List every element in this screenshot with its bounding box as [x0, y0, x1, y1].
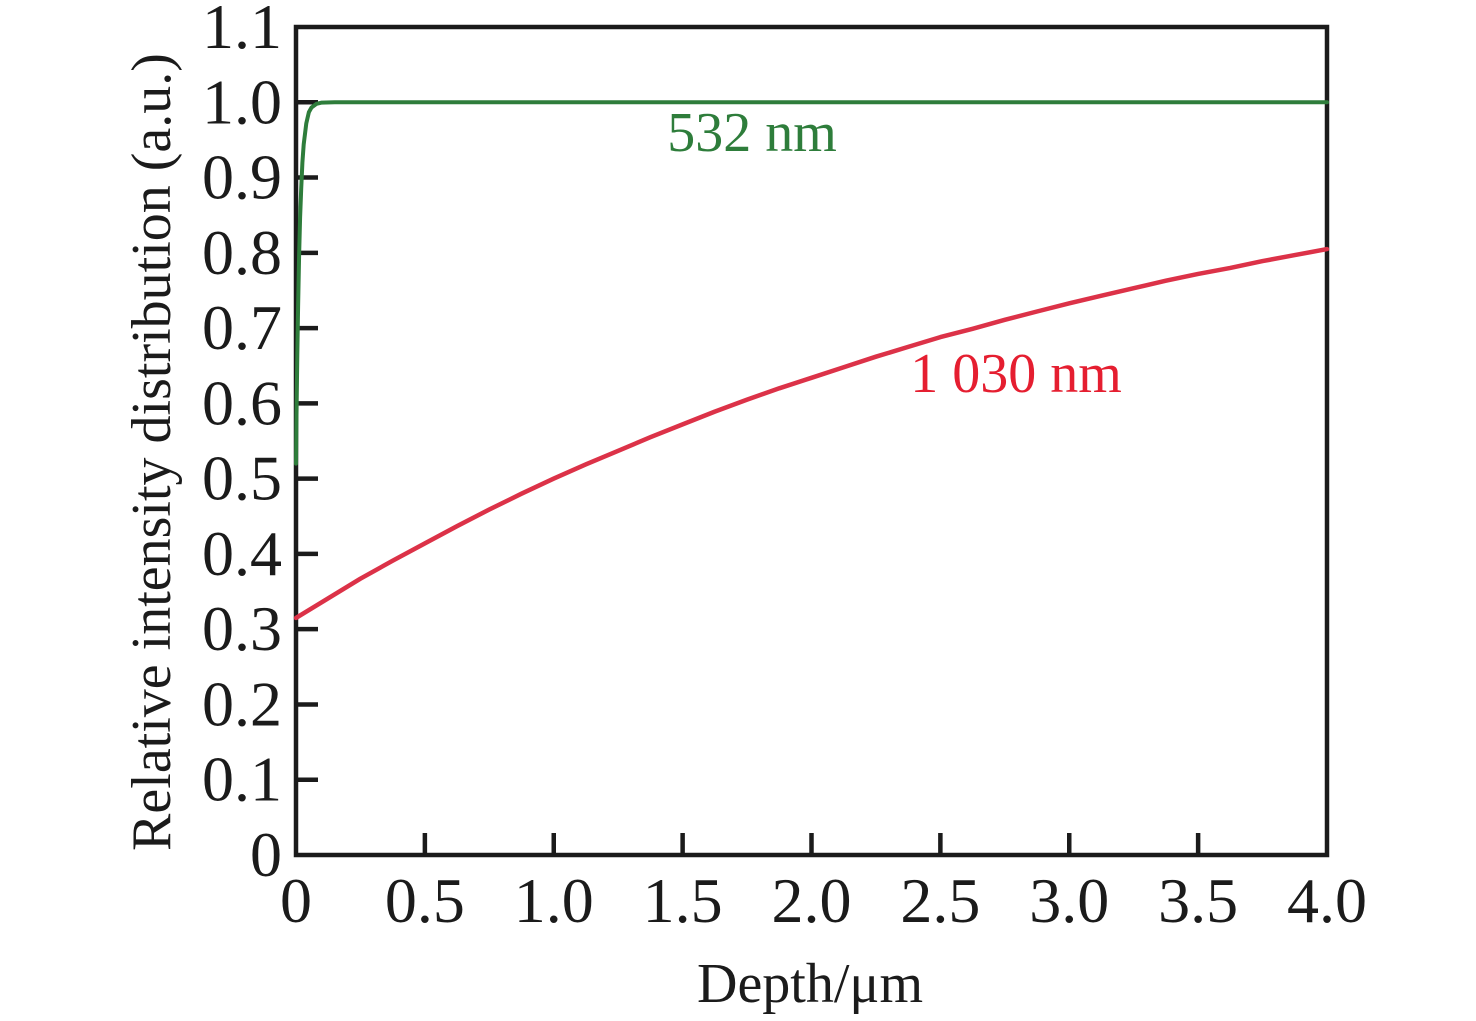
- series-532nm-line: [294, 100, 1329, 466]
- series-1030nm-label: 1 030 nm: [910, 343, 1122, 405]
- y-tick-label: 0.6: [202, 367, 282, 438]
- y-tick-label: 0.7: [202, 292, 282, 363]
- x-tick-label: 2.0: [772, 865, 852, 936]
- x-axis-title: Depth/μm: [697, 953, 923, 1015]
- x-tick-label: 0.5: [385, 865, 465, 936]
- x-tick-label: 4.0: [1287, 865, 1367, 936]
- x-tick-label: 3.0: [1029, 865, 1109, 936]
- y-tick-label: 0.1: [202, 744, 282, 815]
- y-tick-label: 1.1: [202, 0, 282, 62]
- x-tick-label: 0: [280, 865, 312, 936]
- x-tick-label: 2.5: [900, 865, 980, 936]
- x-tick-label: 1.5: [643, 865, 723, 936]
- x-tick-label: 1.0: [514, 865, 594, 936]
- y-tick-label: 0.3: [202, 593, 282, 664]
- series-1030nm-line: [293, 246, 1330, 621]
- y-axis-title: Relative intensity distribution (a.u.): [121, 53, 183, 851]
- y-tick-label: 1.0: [202, 66, 282, 137]
- axis-ticks: [296, 100, 1201, 855]
- x-tick-label: 3.5: [1158, 865, 1238, 936]
- series-532nm-label: 532 nm: [667, 102, 837, 164]
- y-tick-label: 0.4: [202, 518, 282, 589]
- axis-tick-labels: 0 0.5 1.0 1.5 2.0 2.5 3.0 3.5 4.000.10.20.30.40.…: [202, 0, 1367, 936]
- y-tick-label: 0.9: [202, 142, 282, 213]
- y-tick-label: 0.8: [202, 217, 282, 288]
- y-tick-label: 0: [250, 819, 282, 890]
- y-tick-label: 0.2: [202, 668, 282, 739]
- y-tick-label: 0.5: [202, 443, 282, 514]
